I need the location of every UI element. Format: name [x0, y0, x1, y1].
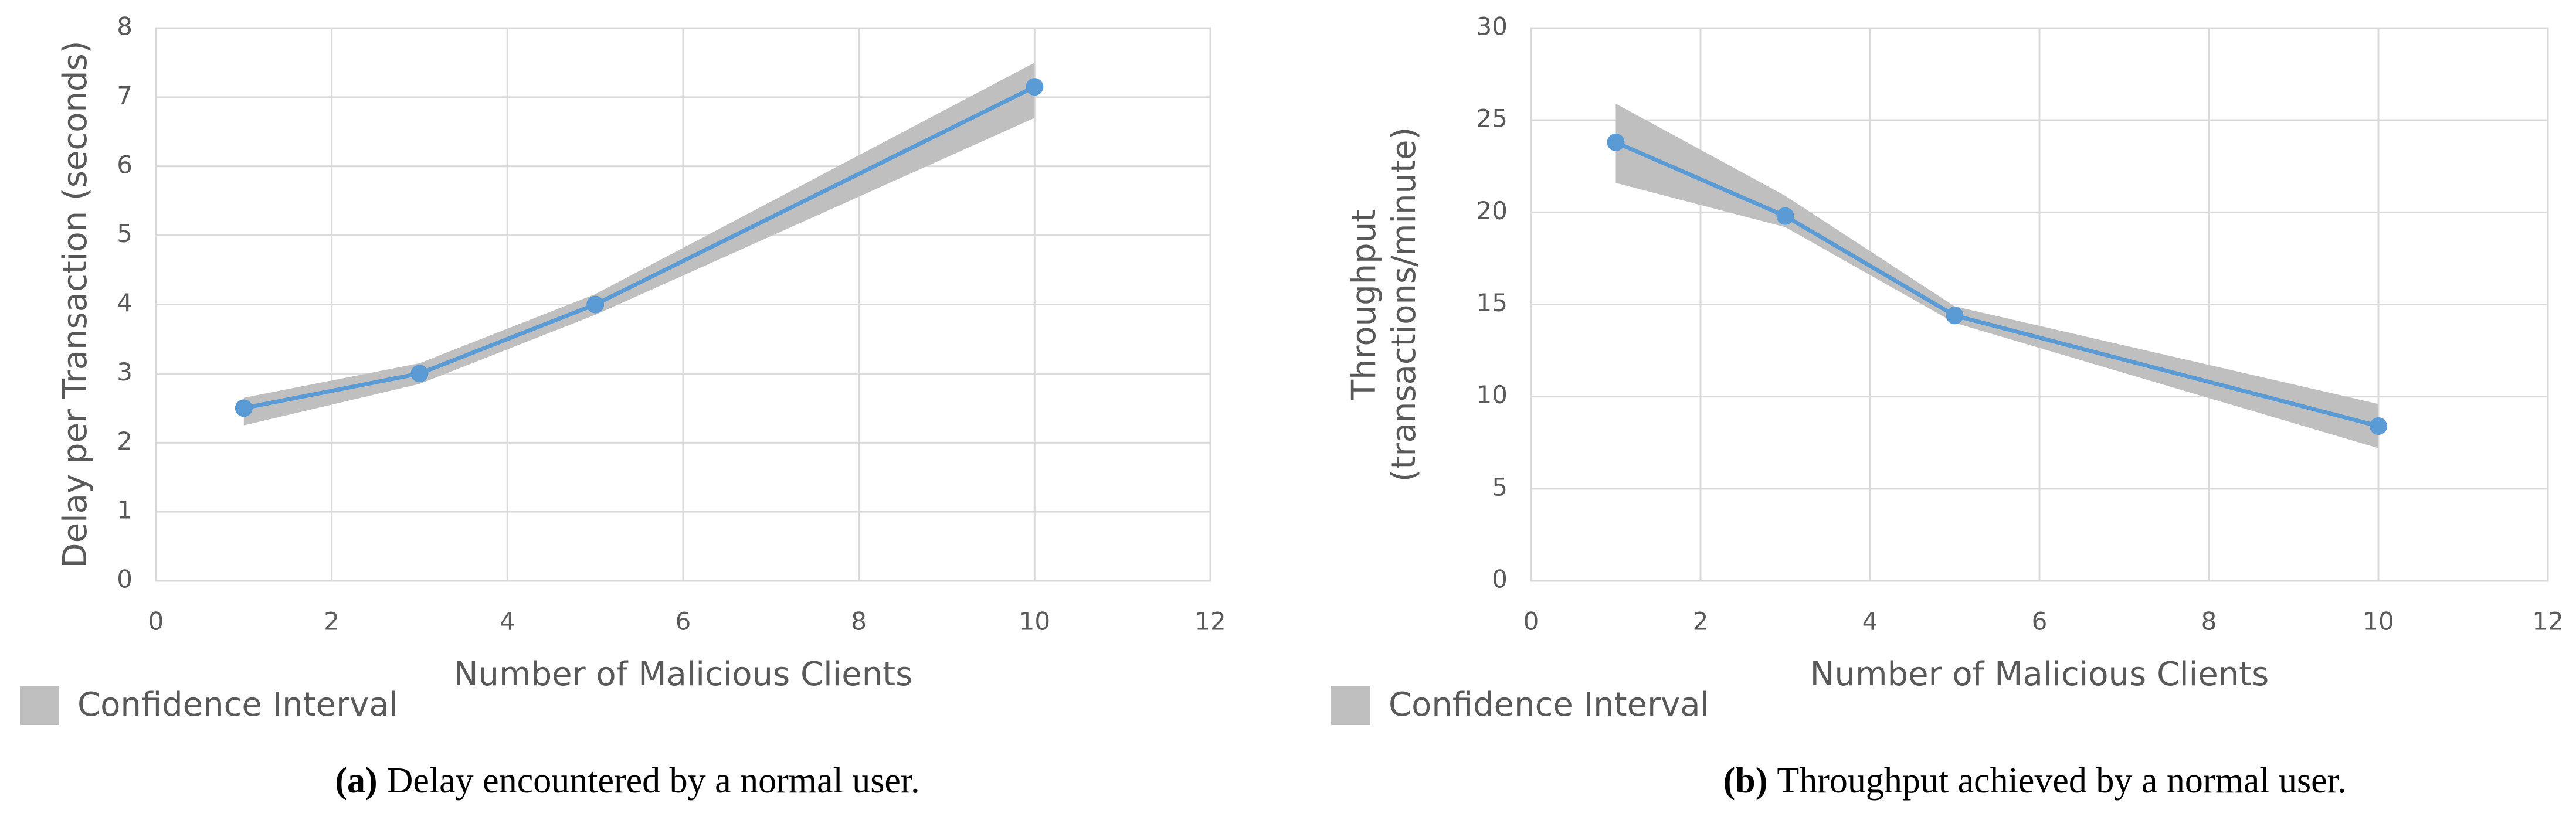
data-point: [1607, 133, 1625, 151]
x-tick-label: 12: [2532, 607, 2563, 636]
legend-label: Confidence Interval: [77, 686, 398, 724]
x-tick-label: 8: [851, 607, 867, 636]
y-tick-label: 5: [1492, 472, 1508, 501]
y-tick-label: 5: [117, 219, 133, 248]
y-tick-label: 25: [1477, 104, 1508, 133]
series-line: [243, 85, 1036, 410]
legend-swatch: [20, 686, 59, 725]
y-tick-label: 10: [1477, 380, 1508, 409]
y-tick-label: 6: [117, 150, 133, 179]
x-tick-label: 10: [1019, 607, 1050, 636]
y-axis-title: Throughput: [1345, 209, 1383, 400]
data-point: [1946, 307, 1964, 325]
y-tick-label: 3: [117, 358, 133, 386]
caption: (a) Delay encountered by a normal user.: [335, 761, 919, 801]
caption-text: Throughput achieved by a normal user.: [1777, 761, 2346, 801]
caption-label: (b): [1723, 761, 1768, 801]
y-tick-label: 1: [117, 496, 133, 525]
x-tick-label: 2: [1693, 607, 1709, 636]
y-tick-label: 30: [1477, 12, 1508, 41]
data-point: [586, 295, 605, 314]
y-tick-label: 0: [117, 565, 133, 594]
x-tick-label: 0: [148, 607, 164, 636]
y-axis-title: (transactions/minute): [1385, 127, 1423, 482]
legend-swatch: [1331, 686, 1370, 725]
y-tick-label: 2: [117, 427, 133, 455]
x-axis-title: Number of Malicious Clients: [454, 655, 913, 693]
x-tick-label: 0: [1523, 607, 1539, 636]
y-tick-label: 8: [117, 12, 133, 41]
y-tick-label: 20: [1477, 196, 1508, 225]
y-tick-label: 15: [1477, 288, 1508, 317]
data-point: [235, 399, 253, 417]
legend-label: Confidence Interval: [1389, 686, 1709, 724]
data-point: [410, 365, 429, 383]
data-point: [1026, 78, 1044, 96]
confidence-band: [243, 62, 1035, 426]
series-line: [1615, 140, 2379, 428]
data-point: [2370, 417, 2387, 435]
y-tick-label: 4: [117, 288, 133, 317]
x-tick-label: 4: [500, 607, 515, 636]
x-tick-label: 8: [2201, 607, 2217, 636]
x-tick-label: 12: [1194, 607, 1226, 636]
x-tick-label: 6: [2032, 607, 2048, 636]
caption-text: Delay encountered by a normal user.: [387, 761, 920, 801]
y-tick-label: 7: [117, 81, 133, 110]
plot-border: [1530, 27, 2549, 582]
y-tick-label: 0: [1492, 565, 1508, 594]
caption: (b) Throughput achieved by a normal user.: [1723, 761, 2347, 801]
x-tick-label: 6: [676, 607, 691, 636]
x-axis-title: Number of Malicious Clients: [1810, 655, 2269, 693]
plot-border: [155, 27, 1211, 582]
caption-label: (a): [335, 761, 377, 801]
x-tick-label: 4: [1862, 607, 1878, 636]
x-tick-label: 10: [2363, 607, 2394, 636]
x-tick-label: 2: [324, 607, 340, 636]
data-point: [1776, 207, 1794, 225]
confidence-band: [1615, 103, 2378, 448]
y-axis-title: Delay per Transaction (seconds): [56, 41, 94, 569]
